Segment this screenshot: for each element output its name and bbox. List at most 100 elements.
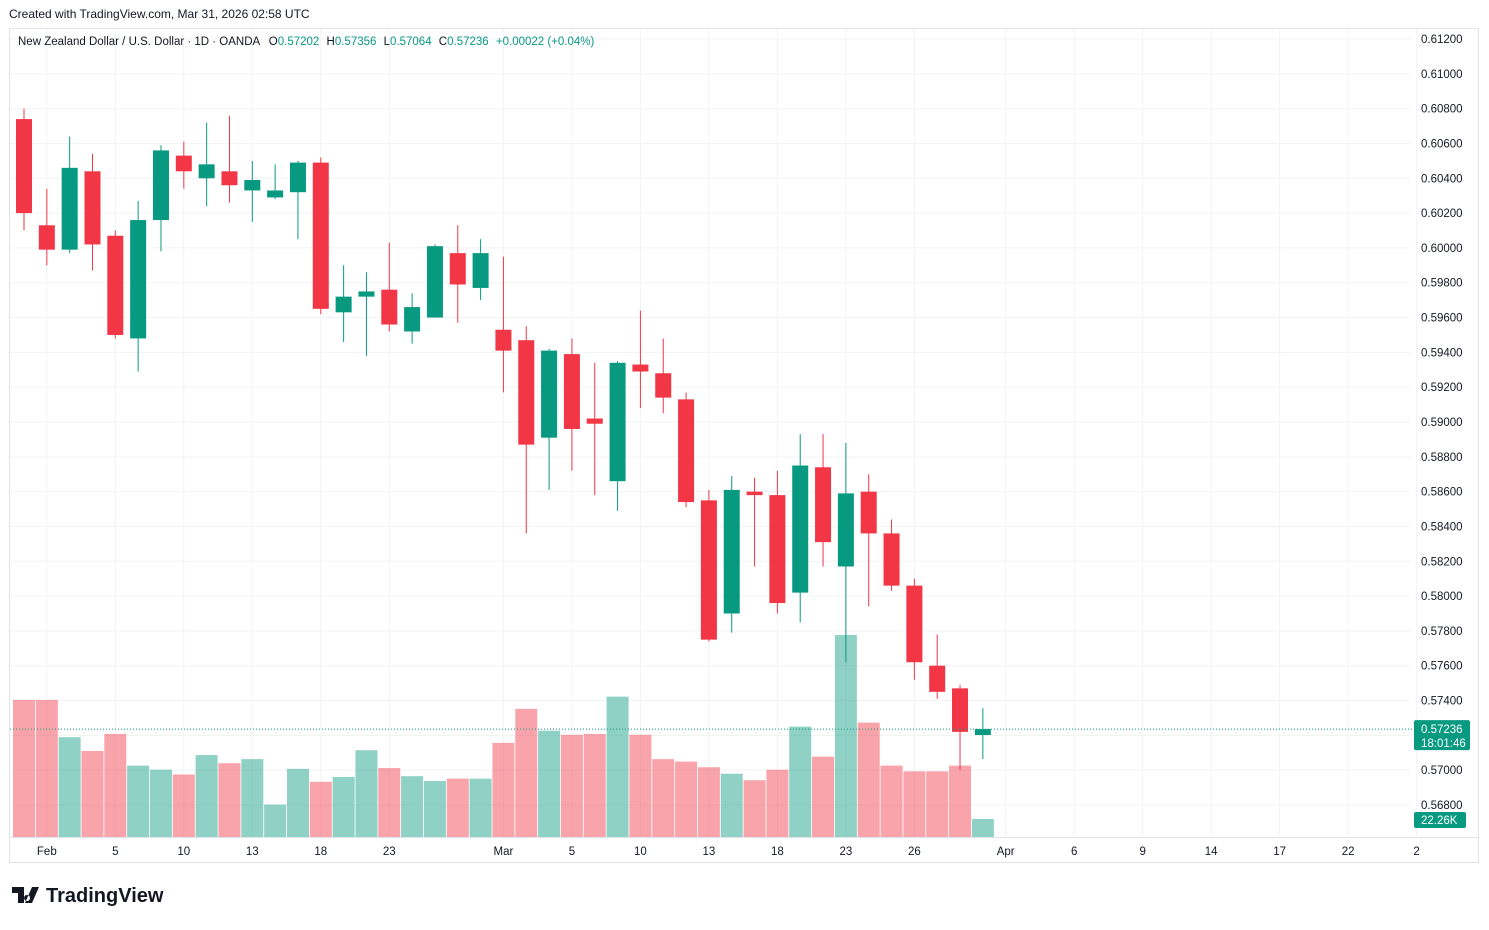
volume-bar	[446, 778, 469, 837]
created-caption: Created with TradingView.com, Mar 31, 20…	[9, 7, 310, 21]
candle-body	[974, 729, 991, 736]
y-tick-label: 0.61000	[1421, 69, 1463, 81]
volume-bar	[355, 750, 378, 837]
volume-bar	[675, 761, 698, 837]
candle-body	[952, 688, 969, 732]
l-label: L	[384, 36, 391, 48]
y-tick-label: 0.58600	[1421, 487, 1463, 499]
volume-bar	[834, 635, 857, 837]
y-tick-label: 0.57600	[1421, 661, 1463, 673]
x-tick-label: 26	[908, 846, 921, 858]
volume-bar	[766, 769, 789, 837]
candle-body	[837, 493, 854, 567]
legend-header: New Zealand Dollar / U.S. Dollar · 1D · …	[18, 36, 595, 48]
y-tick-label: 0.59000	[1421, 417, 1463, 429]
candle-body	[84, 171, 101, 245]
volume-badge	[1414, 811, 1466, 828]
logo-text: TradingView	[46, 885, 164, 907]
x-tick-label: 10	[634, 846, 647, 858]
volume-bar	[720, 773, 743, 837]
volume-label: 22.26K	[1421, 815, 1458, 827]
y-tick-label: 0.59200	[1421, 382, 1463, 394]
candle-body	[860, 491, 877, 534]
x-tick-label: 13	[246, 846, 259, 858]
volume-bar	[218, 763, 241, 837]
x-tick-label: 23	[383, 846, 396, 858]
candle-body	[723, 489, 740, 614]
volume-bar	[743, 780, 766, 837]
candle-body	[541, 350, 558, 438]
volume-bar	[515, 708, 538, 837]
candle-body	[61, 167, 78, 250]
volume-bar	[949, 765, 972, 837]
candle-body	[929, 665, 946, 692]
x-tick-label: 17	[1273, 846, 1286, 858]
candle-body	[449, 253, 466, 285]
o-value: 0.57202	[278, 36, 320, 48]
symbol: New Zealand Dollar / U.S. Dollar · 1D · …	[18, 36, 261, 48]
volume-bar	[127, 765, 150, 837]
volume-bar	[13, 699, 35, 837]
countdown: 18:01:46	[1421, 738, 1466, 750]
candle-body	[107, 235, 124, 335]
y-tick-label: 0.58000	[1421, 591, 1463, 603]
candle-body	[586, 418, 603, 424]
candle-body	[130, 220, 147, 339]
volume-bar	[332, 776, 355, 837]
y-tick-label: 0.60600	[1421, 138, 1463, 150]
candle-body	[746, 491, 763, 496]
volume-bar	[172, 774, 195, 837]
volume-bar	[629, 734, 652, 837]
x-tick-label: 18	[314, 846, 327, 858]
y-tick-label: 0.57800	[1421, 626, 1463, 638]
volume-bar	[971, 818, 994, 837]
x-tick-label: 5	[112, 846, 118, 858]
volume-bar	[149, 769, 172, 837]
h-label: H	[327, 36, 335, 48]
y-tick-label: 0.57400	[1421, 696, 1463, 708]
x-tick-label: 13	[703, 846, 716, 858]
y-tick-label: 0.60800	[1421, 104, 1463, 116]
candle-body	[655, 373, 672, 398]
volume-bar	[58, 737, 81, 837]
l-value: 0.57064	[390, 36, 432, 48]
candle-body	[563, 354, 580, 429]
candle-body	[267, 190, 284, 198]
volume-bar	[286, 768, 309, 837]
volume-bar	[492, 742, 515, 837]
volume-bar	[264, 804, 287, 837]
x-tick-label: 6	[1071, 846, 1077, 858]
y-tick-label: 0.58400	[1421, 521, 1463, 533]
volume-bar	[309, 781, 332, 837]
c-value: 0.57236	[447, 36, 489, 48]
candle-body	[472, 253, 489, 288]
volume-bar	[35, 699, 58, 837]
candle-body	[152, 150, 169, 221]
candle-body	[700, 500, 717, 640]
candle-body	[244, 180, 261, 191]
volume-bar	[697, 767, 720, 837]
candle-body	[16, 119, 32, 214]
o-label: O	[269, 36, 278, 48]
candle-body	[815, 467, 832, 543]
candle-body	[632, 364, 649, 372]
candle-body	[335, 296, 352, 313]
candle-body	[175, 155, 192, 172]
candle-body	[312, 162, 329, 309]
volume-bar	[880, 765, 903, 837]
candle-body	[426, 246, 443, 318]
x-tick-label: 5	[569, 846, 575, 858]
volume-bar	[195, 755, 218, 837]
y-tick-label: 0.57000	[1421, 765, 1463, 777]
c-label: C	[439, 36, 447, 48]
volume-bar	[560, 734, 583, 837]
y-tick-label: 0.59400	[1421, 347, 1463, 359]
change: +0.00022 (+0.04%)	[496, 36, 595, 48]
volume-bar	[812, 756, 835, 837]
volume-bar	[789, 726, 812, 837]
chart-frame	[9, 28, 1479, 863]
y-tick-label: 0.56800	[1421, 800, 1463, 812]
price-badge	[1414, 720, 1470, 751]
volume-bar	[903, 771, 926, 837]
